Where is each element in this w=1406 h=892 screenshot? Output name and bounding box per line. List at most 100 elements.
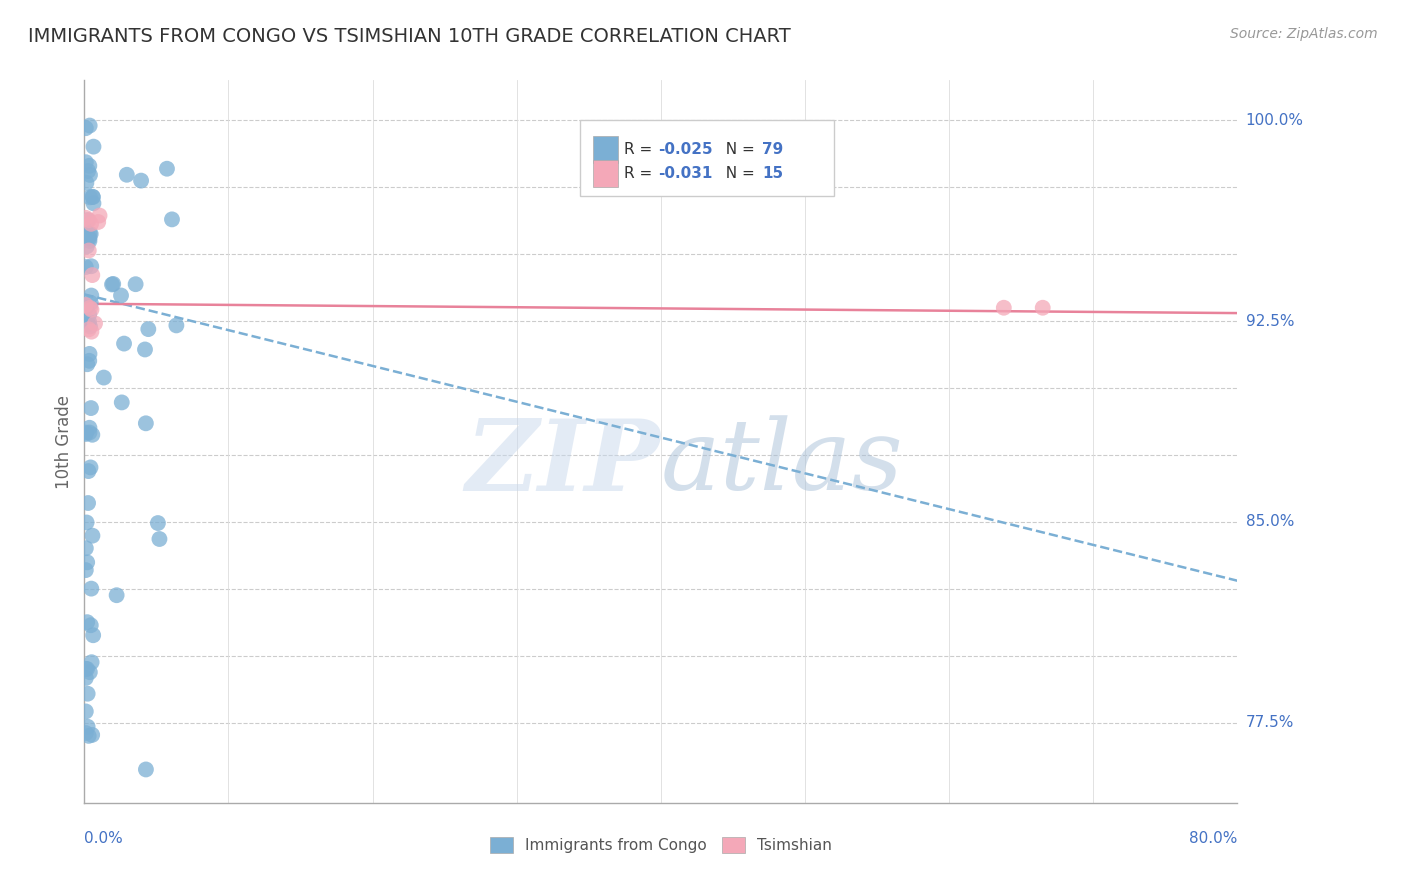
Point — [80, 325, 103, 339]
Point — [156, 161, 179, 176]
Point — [84, 317, 107, 331]
Point — [87, 215, 110, 229]
Text: 79: 79 — [762, 142, 783, 157]
Point — [82, 628, 104, 642]
Point — [79, 665, 101, 680]
Point — [75, 298, 97, 312]
Point — [75, 425, 97, 440]
Point — [80, 302, 103, 317]
Point — [75, 155, 97, 169]
Point — [75, 211, 97, 225]
Point — [77, 164, 100, 178]
Point — [82, 196, 104, 211]
FancyBboxPatch shape — [593, 136, 619, 163]
Point — [1032, 301, 1054, 315]
Y-axis label: 10th Grade: 10th Grade — [55, 394, 73, 489]
Point — [110, 288, 132, 302]
Point — [76, 615, 98, 629]
Point — [77, 244, 100, 258]
Point — [77, 729, 100, 743]
Point — [80, 288, 103, 302]
Point — [79, 301, 101, 315]
Point — [82, 728, 104, 742]
Point — [79, 319, 101, 334]
Point — [77, 464, 100, 478]
Point — [76, 555, 98, 569]
Point — [75, 726, 97, 740]
Point — [79, 119, 101, 133]
Point — [148, 532, 170, 546]
Point — [82, 190, 104, 204]
Point — [76, 687, 98, 701]
Point — [75, 705, 97, 719]
Point — [75, 427, 97, 442]
Text: 100.0%: 100.0% — [1246, 113, 1303, 128]
Point — [77, 308, 100, 322]
Point — [79, 460, 101, 475]
Point — [77, 315, 100, 329]
Point — [79, 347, 101, 361]
Text: Source: ZipAtlas.com: Source: ZipAtlas.com — [1230, 27, 1378, 41]
Point — [79, 425, 101, 440]
Point — [136, 322, 159, 336]
Point — [75, 541, 97, 556]
Point — [76, 357, 98, 371]
Point — [165, 318, 187, 333]
Point — [160, 212, 183, 227]
Point — [79, 159, 101, 173]
Point — [80, 618, 103, 632]
Point — [135, 417, 157, 431]
Point — [77, 353, 100, 368]
Text: 77.5%: 77.5% — [1246, 715, 1294, 730]
Text: ZIP: ZIP — [465, 415, 661, 511]
Point — [75, 176, 97, 190]
Point — [82, 190, 104, 204]
Point — [80, 227, 103, 241]
Point — [134, 343, 156, 357]
Point — [76, 300, 98, 314]
Point — [79, 421, 101, 435]
Point — [77, 322, 100, 336]
Text: R =: R = — [624, 142, 657, 157]
Point — [101, 277, 124, 292]
Point — [77, 318, 100, 332]
Point — [77, 213, 100, 227]
Point — [82, 529, 104, 543]
Point — [80, 259, 103, 273]
Point — [80, 217, 103, 231]
Point — [80, 401, 103, 415]
Text: R =: R = — [624, 166, 657, 181]
Point — [80, 582, 103, 596]
Text: 80.0%: 80.0% — [1189, 830, 1237, 846]
Text: atlas: atlas — [661, 416, 904, 511]
Point — [77, 230, 100, 244]
Point — [75, 662, 97, 676]
Text: IMMIGRANTS FROM CONGO VS TSIMSHIAN 10TH GRADE CORRELATION CHART: IMMIGRANTS FROM CONGO VS TSIMSHIAN 10TH … — [28, 27, 790, 45]
Point — [79, 227, 101, 241]
Point — [993, 301, 1015, 315]
Text: 85.0%: 85.0% — [1246, 515, 1294, 529]
FancyBboxPatch shape — [593, 160, 619, 187]
Legend: Immigrants from Congo, Tsimshian: Immigrants from Congo, Tsimshian — [489, 837, 832, 853]
Text: -0.025: -0.025 — [658, 142, 713, 157]
Point — [75, 671, 97, 685]
Point — [89, 209, 111, 223]
Point — [76, 516, 98, 530]
Point — [135, 763, 157, 777]
Point — [129, 173, 152, 187]
Point — [124, 277, 146, 292]
Point — [79, 234, 101, 248]
Point — [82, 268, 104, 282]
Text: N =: N = — [716, 142, 759, 157]
Point — [80, 655, 103, 669]
Point — [76, 662, 98, 676]
Point — [76, 720, 98, 734]
Point — [79, 231, 101, 245]
Text: 0.0%: 0.0% — [84, 830, 124, 846]
Point — [76, 213, 98, 227]
Point — [76, 239, 98, 253]
Text: N =: N = — [716, 166, 759, 181]
FancyBboxPatch shape — [581, 120, 834, 196]
Point — [82, 427, 104, 442]
Point — [77, 496, 100, 510]
